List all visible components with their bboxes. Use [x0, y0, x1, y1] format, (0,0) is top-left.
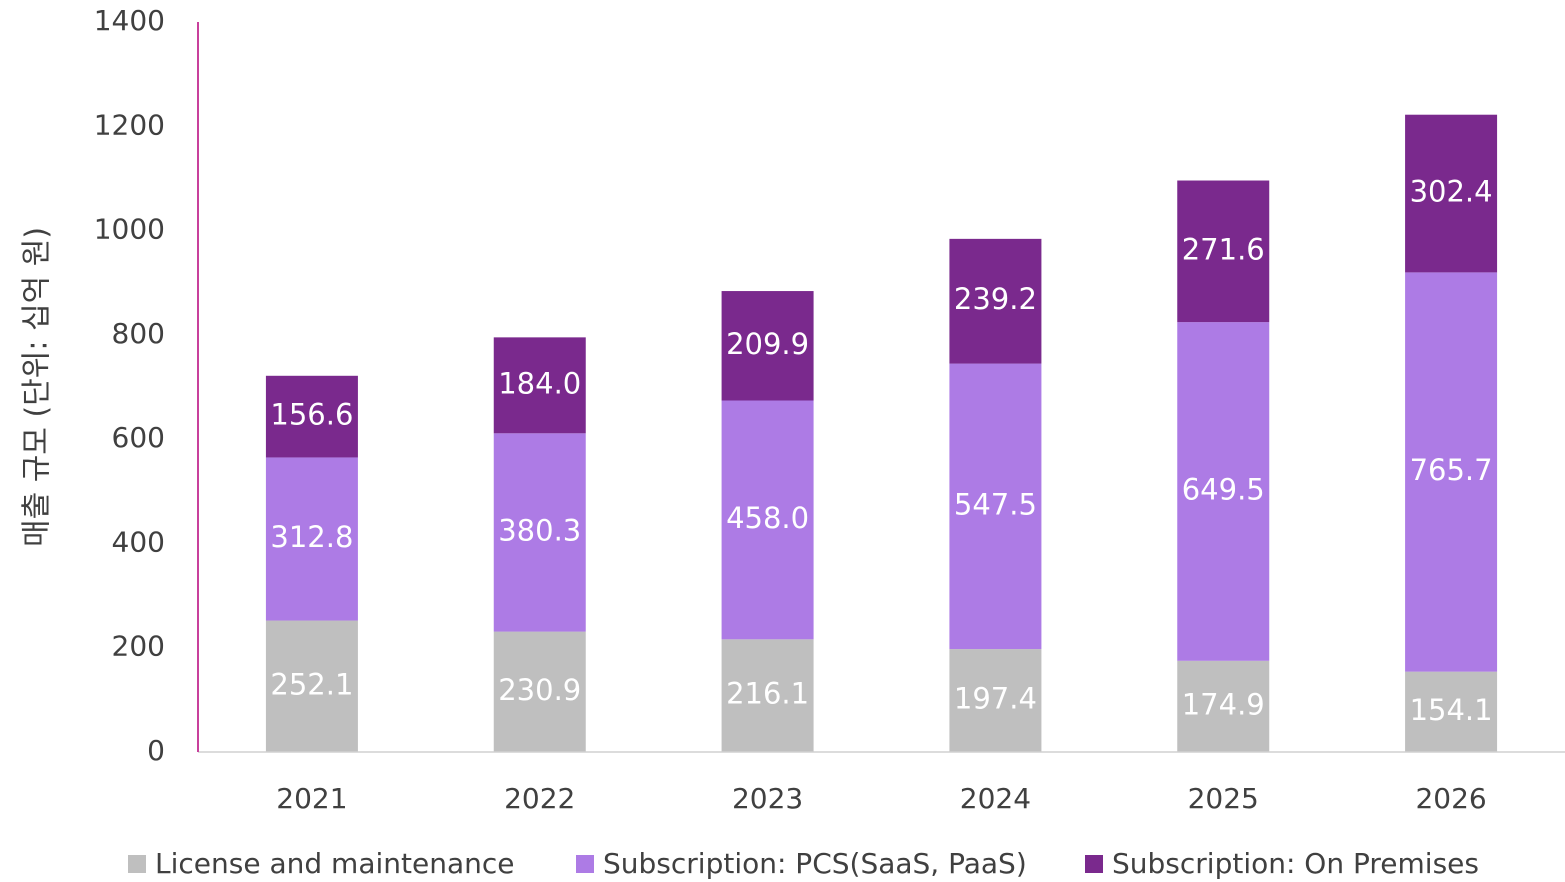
- x-tick-label: 2021: [276, 782, 347, 815]
- bar-segment: [949, 363, 1042, 650]
- bar-segment: [721, 400, 814, 640]
- y-axis-label: 매출 규모 (단위: 십억 원): [20, 227, 55, 547]
- bar-segment: [1177, 660, 1270, 752]
- y-tick-label: 1000: [94, 213, 165, 246]
- x-tick-label: 2023: [732, 782, 803, 815]
- data-label: 154.1: [1410, 693, 1493, 727]
- bar-segment: [1405, 671, 1498, 752]
- data-label: 216.1: [726, 677, 809, 711]
- data-label: 547.5: [954, 487, 1037, 521]
- data-label: 184.0: [498, 366, 581, 400]
- data-label: 312.8: [270, 520, 353, 554]
- x-tick-label: 2024: [960, 782, 1031, 815]
- data-label: 649.5: [1182, 472, 1265, 506]
- bar-segment: [949, 649, 1042, 752]
- data-label: 458.0: [726, 501, 809, 535]
- legend-label: Subscription: On Premises: [1112, 847, 1479, 880]
- bar-segment: [721, 291, 814, 401]
- bar-segment: [265, 620, 358, 752]
- x-tick-label: 2022: [504, 782, 575, 815]
- bar-segment: [721, 639, 814, 752]
- y-tick-label: 0: [147, 734, 165, 767]
- data-label: 380.3: [498, 513, 581, 547]
- bar-segment: [493, 631, 586, 752]
- legend-swatch: [576, 855, 594, 873]
- y-tick-label: 400: [112, 525, 165, 558]
- bar-segment: [493, 433, 586, 632]
- bar-segment: [1405, 114, 1498, 273]
- data-label: 302.4: [1410, 175, 1493, 209]
- x-tick-label: 2026: [1415, 782, 1486, 815]
- data-label: 197.4: [954, 682, 1037, 716]
- bar-segment: [1405, 272, 1498, 672]
- y-tick-label: 600: [112, 421, 165, 454]
- bar-segment: [1177, 322, 1270, 661]
- data-label: 239.2: [954, 282, 1037, 316]
- data-label: 156.6: [270, 398, 353, 432]
- y-tick-label: 1400: [94, 4, 165, 37]
- legend-label: License and maintenance: [155, 847, 514, 880]
- data-label: 252.1: [270, 667, 353, 701]
- x-tick-label: 2025: [1188, 782, 1259, 815]
- data-label: 230.9: [498, 673, 581, 707]
- bar-segment: [493, 337, 586, 434]
- bar-segment: [265, 457, 358, 621]
- y-tick-label: 1200: [94, 108, 165, 141]
- legend-swatch: [128, 855, 146, 873]
- legend-label: Subscription: PCS(SaaS, PaaS): [603, 847, 1027, 880]
- y-tick-label: 200: [112, 630, 165, 663]
- y-tick-label: 800: [112, 317, 165, 350]
- data-label: 271.6: [1182, 232, 1265, 266]
- legend-swatch: [1085, 855, 1103, 873]
- data-label: 209.9: [726, 327, 809, 361]
- bar-segment: [1177, 180, 1270, 323]
- data-label: 765.7: [1410, 453, 1493, 487]
- bar-segment: [265, 375, 358, 458]
- data-label: 174.9: [1182, 687, 1265, 721]
- bar-segment: [949, 238, 1042, 364]
